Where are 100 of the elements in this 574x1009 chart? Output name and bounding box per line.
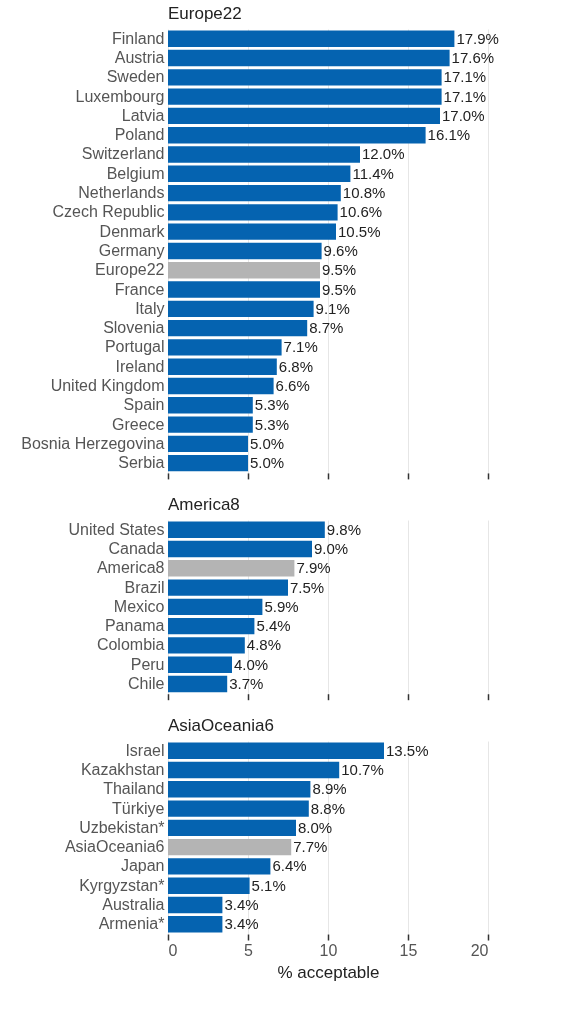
data-label: 16.1%: [427, 126, 471, 144]
bar: [168, 69, 442, 86]
y-tick-label: Ireland: [115, 357, 165, 375]
y-tick-label: Portugal: [104, 338, 165, 356]
x-tick-label: 0: [168, 941, 178, 959]
y-tick-label: Chile: [128, 674, 165, 692]
data-label: 7.7%: [293, 838, 328, 856]
data-label: 10.7%: [341, 761, 384, 779]
bar: [168, 262, 320, 279]
y-tick-label: United States: [68, 520, 165, 538]
bar: [168, 204, 338, 221]
y-tick-label: Uzbekistan*: [79, 818, 165, 836]
data-label: 5.4%: [256, 617, 291, 635]
y-tick-label: Peru: [130, 655, 165, 673]
bar: [168, 617, 255, 635]
chart-title: Europe22: [168, 4, 242, 23]
y-tick-label: Spain: [123, 396, 165, 414]
y-tick-label: Australia: [102, 895, 165, 913]
data-label: 8.0%: [298, 818, 333, 836]
data-label: 9.6%: [323, 241, 358, 259]
data-label: 4.8%: [246, 636, 281, 654]
bar: [168, 30, 455, 47]
y-tick-label: Colombia: [96, 636, 165, 654]
bar: [168, 377, 274, 395]
bar: [168, 242, 322, 260]
chart-title: AsiaOceania6: [168, 716, 274, 735]
bar: [168, 300, 314, 318]
bar: [168, 88, 442, 105]
bar: [168, 358, 277, 375]
y-tick-label: Austria: [114, 49, 165, 67]
data-label: 9.0%: [314, 540, 349, 558]
chart-title: America8: [168, 495, 240, 514]
bar: [168, 416, 253, 433]
bar: [168, 656, 232, 673]
bar: [168, 579, 288, 596]
bar: [168, 146, 360, 163]
bar: [168, 165, 351, 182]
data-label: 8.8%: [310, 799, 345, 817]
bar: [168, 540, 312, 558]
data-label: 8.7%: [309, 319, 344, 337]
y-tick-label: Japan: [120, 857, 165, 875]
data-label: 9.5%: [322, 280, 357, 298]
data-label: 9.8%: [326, 520, 361, 538]
y-tick-label: Poland: [114, 126, 165, 144]
y-tick-label: United Kingdom: [50, 376, 165, 394]
y-tick-label: AsiaOceania6: [64, 838, 165, 856]
y-tick-label: Türkiye: [112, 799, 165, 817]
bar: [168, 637, 245, 654]
bar: [168, 454, 248, 472]
bar: [168, 397, 253, 414]
y-tick-label: Armenia*: [98, 915, 165, 933]
y-tick-label: Canada: [108, 540, 165, 558]
y-tick-label: Sweden: [106, 68, 165, 86]
data-label: 6.6%: [275, 376, 310, 394]
data-label: 11.4%: [352, 164, 394, 182]
y-tick-label: Greece: [112, 415, 165, 433]
data-label: 3.4%: [224, 895, 259, 913]
y-tick-label: Czech Republic: [52, 203, 165, 221]
data-label: 10.8%: [342, 184, 386, 202]
data-label: 5.3%: [254, 396, 289, 414]
y-tick-label: Panama: [104, 617, 165, 635]
data-label: 10.5%: [338, 222, 381, 240]
y-tick-label: Belgium: [106, 164, 165, 182]
y-tick-label: France: [114, 280, 165, 298]
bar: [168, 49, 450, 67]
data-label: 17.0%: [442, 106, 485, 124]
y-tick-label: Netherlands: [78, 184, 165, 202]
x-tick-label: 10: [319, 941, 338, 959]
data-label: 17.1%: [443, 87, 487, 105]
y-tick-label: Luxembourg: [75, 87, 165, 105]
data-label: 7.1%: [283, 338, 318, 356]
bar: [168, 281, 320, 298]
data-label: 5.3%: [254, 415, 289, 433]
y-tick-label: Europe22: [95, 261, 165, 279]
data-label: 3.7%: [229, 674, 264, 692]
data-label: 13.5%: [386, 741, 429, 759]
y-tick-label: Slovenia: [103, 319, 165, 337]
data-label: 17.9%: [456, 29, 499, 47]
bar: [168, 435, 248, 453]
data-label: 3.4%: [224, 915, 259, 933]
data-label: 7.5%: [290, 578, 325, 596]
y-tick-label: Kazakhstan: [80, 761, 165, 779]
bar: [168, 107, 440, 125]
y-tick-label: Mexico: [113, 597, 165, 615]
bar: [168, 339, 282, 356]
y-tick-label: Kyrgyzstan*: [79, 876, 165, 894]
x-tick-label: 5: [244, 941, 254, 959]
bar: [168, 598, 263, 616]
y-tick-label: Serbia: [118, 454, 165, 472]
data-label: 10.6%: [339, 203, 383, 221]
y-tick-label: Bosnia Herzegovina: [21, 434, 165, 452]
y-tick-label: Thailand: [103, 780, 165, 798]
bar: [168, 223, 336, 240]
data-label: 17.6%: [451, 49, 495, 67]
bar: [168, 184, 341, 202]
y-tick-label: Denmark: [99, 222, 166, 240]
data-label: 7.9%: [296, 559, 331, 577]
data-label: 8.9%: [312, 780, 347, 798]
data-label: 9.5%: [322, 261, 357, 279]
y-tick-label: Israel: [125, 741, 165, 759]
